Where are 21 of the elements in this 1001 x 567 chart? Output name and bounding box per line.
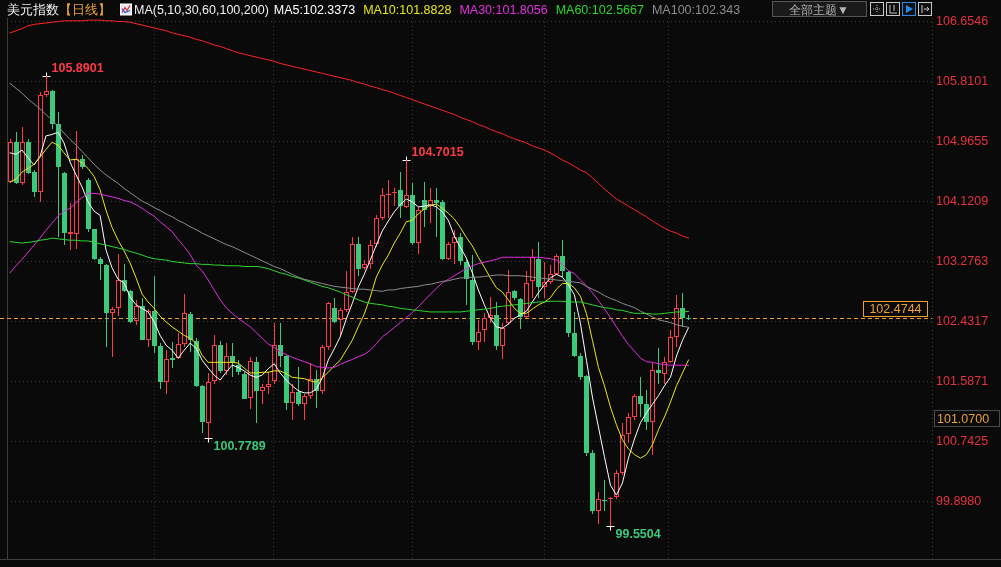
y-tick-label: 103.2763	[936, 254, 989, 269]
text: 101.0700	[937, 411, 990, 426]
legend: MA(5,10,30,60,100,200) MA5:102.3373 MA10:101.8828 MA30:101.8056 MA60:102.5667 MA100:102.343	[134, 2, 741, 17]
annotation: 104.7015	[411, 144, 464, 159]
ref-line-label: 102.4744	[869, 302, 922, 316]
y-tick-label: 101.5871	[936, 374, 989, 388]
y-tick-label: 104.9655	[936, 134, 989, 149]
line-series	[9, 19, 689, 239]
y-tick-label: 105.8101	[936, 74, 989, 89]
y-tick-label: 102.4317	[936, 314, 989, 329]
y-tick-label: 99.8980	[936, 493, 982, 508]
text: 全部主题▼	[789, 2, 849, 17]
annotation: 105.8901	[51, 60, 104, 75]
annotation: 100.7789	[213, 439, 266, 454]
line-series	[9, 82, 689, 328]
annotation: 99.5504	[615, 526, 661, 541]
y-tick-label: 104.1209	[936, 194, 989, 209]
chart-title: 美元指数	[7, 1, 59, 17]
chart-subtitle: 【日线】	[59, 2, 111, 17]
y-tick-label: 100.7425	[936, 433, 989, 448]
y-tick-label: 106.6546	[936, 14, 989, 29]
